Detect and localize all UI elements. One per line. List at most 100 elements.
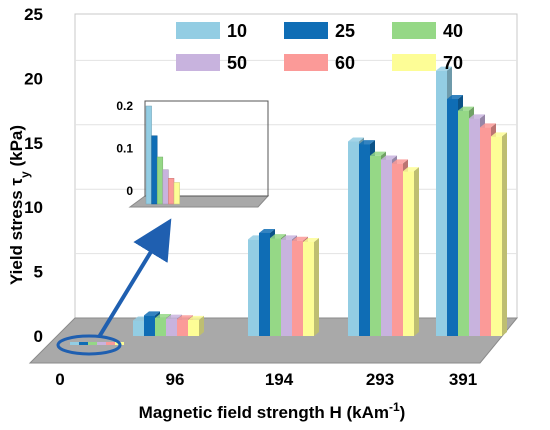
bar-top-293-60 [392,159,408,164]
bar-top-391-70 [491,132,507,137]
legend-swatch [284,54,328,71]
bar-top-391-10 [436,66,452,71]
inset-y-ticks: 0 0.1 0.2 [116,99,133,198]
legend-label: 40 [443,21,463,41]
bar-391-25 [447,99,458,337]
y-axis-title: Yield stress τy (kPa) [7,125,32,285]
bar-0-25 [79,342,88,345]
bar-top-293-25 [359,140,375,145]
bar-top-194-60 [292,236,308,241]
bar-top-96-40 [155,313,171,318]
x-tick-label: 96 [166,370,185,389]
legend-label: 70 [443,53,463,73]
bar-96-25 [144,315,155,336]
bar-96-50 [166,318,177,336]
y-tick-label: 20 [24,69,43,88]
inset-bar-70 [173,182,180,205]
bar-0-40 [88,342,97,345]
bar-top-293-10 [348,137,364,142]
bar-side-391-70 [502,132,507,336]
bar-96-40 [155,317,166,336]
bar-391-40 [458,110,469,336]
legend-label: 25 [335,21,355,41]
legend-swatch [176,22,220,39]
x-tick-label: 293 [366,370,394,389]
bar-0-10 [70,342,79,345]
y-tick-label: 0 [34,327,43,346]
legend-label: 10 [227,21,247,41]
legend-entry-25: 25 [284,21,355,41]
inset-arrow [97,218,172,339]
inset-frame [144,100,269,197]
x-tick-label: 194 [265,370,294,389]
bar-top-293-70 [403,167,419,172]
legend-entry-70: 70 [392,53,463,73]
bar-top-194-25 [259,228,275,233]
legend-swatch [392,22,436,39]
legend: 10 25 40 50 60 70 [176,21,463,73]
inset-y-tick-label: 0.2 [116,99,133,113]
bar-96-70 [188,319,199,336]
inset-chart: 0 0.1 0.2 [116,99,270,208]
y-tick-label: 15 [24,134,43,153]
bar-391-60 [480,127,491,337]
bar-0-50 [97,342,106,345]
zero-field-highlight [56,334,122,356]
legend-entry-40: 40 [392,21,463,41]
bar-194-60 [292,240,303,336]
bar-group-391 [436,66,507,337]
bar-194-10 [248,239,259,336]
bar-side-96-70 [199,315,204,336]
bar-group-96 [133,311,204,336]
bar-group-293 [348,137,419,336]
inset-y-tick-label: 0.1 [116,142,133,156]
bar-293-25 [359,144,370,336]
bar-293-60 [392,163,403,336]
bar-top-96-70 [188,315,204,320]
y-tick-label: 10 [24,198,43,217]
bar-293-50 [381,159,392,336]
bar-side-194-70 [314,237,319,336]
legend-entry-50: 50 [176,53,247,73]
bar-top-391-60 [480,123,496,128]
bar-side-293-70 [414,167,419,336]
bar-96-60 [177,319,188,336]
inset-y-tick-label: 0 [126,184,133,198]
bar-top-96-60 [177,315,193,320]
bar-96-10 [133,320,144,336]
inset-bar-10 [145,105,152,205]
bar-top-391-40 [458,106,474,111]
bar-194-70 [303,241,314,336]
x-axis-title: Magnetic field strength H (kAm-1) [139,400,406,422]
legend-swatch [176,54,220,71]
legend-entry-10: 10 [176,21,247,41]
x-tick-label: 0 [55,370,64,389]
bar-391-10 [436,70,447,336]
bar-293-70 [403,171,414,336]
bar-top-194-40 [270,234,286,239]
x-tick-label: 391 [449,370,477,389]
bar-391-50 [469,118,480,336]
bar-top-194-70 [303,237,319,242]
bar-top-96-50 [166,314,182,319]
bar-top-96-25 [144,311,160,316]
inset-bar-50 [162,169,169,205]
x-axis-ticks: 0 96 194 293 391 [55,370,477,389]
bar-194-50 [281,239,292,336]
legend-entry-60: 60 [284,53,355,73]
bar-293-40 [370,155,381,336]
bar-top-293-50 [381,155,397,160]
inset-bars [145,105,180,205]
legend-swatch [392,54,436,71]
bar-group-194 [248,228,319,336]
bar-194-25 [259,232,270,336]
y-tick-label: 5 [34,263,43,282]
bar-194-40 [270,238,281,336]
legend-label: 60 [335,53,355,73]
bar-top-293-40 [370,151,386,156]
bar-top-194-50 [281,235,297,240]
inset-bar-40 [156,156,164,205]
legend-label: 50 [227,53,247,73]
bar-391-70 [491,136,502,336]
